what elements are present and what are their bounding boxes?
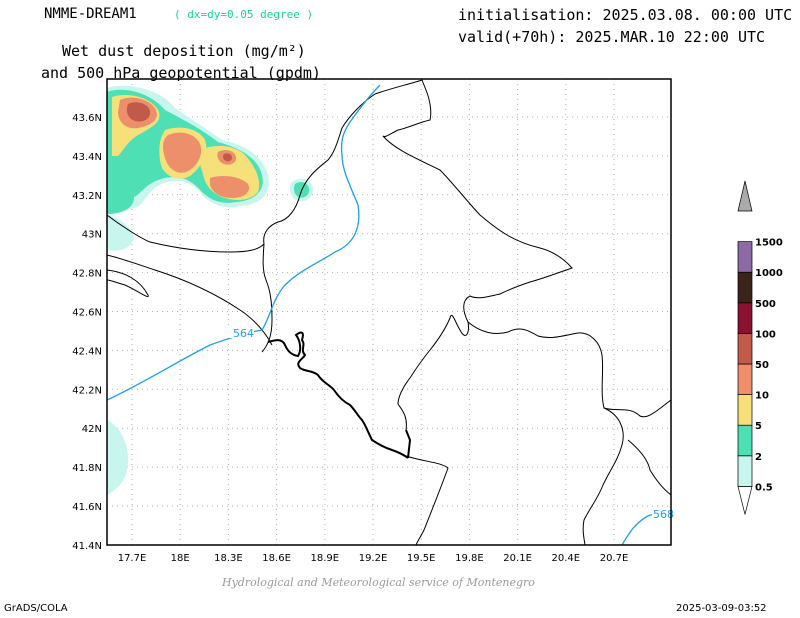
colorbar-swatch [737,394,753,426]
lon-tick-label: 20.4E [552,553,581,564]
lat-tick-label: 43N [82,230,102,241]
colorbar-level-label: 100 [755,329,776,340]
lat-tick-label: 43.6N [72,113,102,124]
lat-tick-label: 43.4N [72,152,102,163]
colorbar-level-label: 0.5 [755,482,773,493]
colorbar-level-label: 50 [755,360,769,371]
lon-tick-label: 18E [171,553,190,564]
init-time: initialisation: 2025.03.08. 00:00 UTC [458,6,793,24]
colorbar-swatch [737,271,753,304]
lon-tick-label: 17.7E [118,553,147,564]
colorbar-upper-arrow [737,180,753,212]
resolution-label: ( dx=dy=0.05 degree ) [174,8,314,21]
lat-tick-label: 43.2N [72,191,102,202]
valid-time: valid(+70h): 2025.MAR.10 22:00 UTC [458,28,766,46]
dust-deposition-field [107,85,314,495]
colorbar-level-label: 10 [755,391,769,402]
lat-tick-label: 42.8N [72,269,102,280]
colorbar-level-label: 2 [755,452,762,463]
coastline [267,331,409,459]
lat-tick-label: 42N [82,424,102,435]
colorbar-level-label: 5 [755,421,762,432]
lon-tick-label: 20.1E [503,553,532,564]
lat-tick-label: 42.6N [72,308,102,319]
credit-text: Hydrological and Meteorological service … [222,576,535,589]
lat-tick-label: 41.6N [72,502,102,513]
country-borders [107,79,671,545]
lon-tick-label: 20.7E [600,553,629,564]
map-title-line2: and 500 hPa geopotential (gpdm) [41,64,321,82]
colorbar-swatch [737,424,753,457]
colorbar: 0.5 2 5 10 50 100 500 1000 1500 [737,180,783,515]
lon-tick-label: 19.5E [407,553,436,564]
lon-tick-label: 18.3E [214,553,243,564]
render-timestamp: 2025-03-09-03:52 [676,603,767,614]
colorbar-lower-arrow [737,486,753,515]
lat-tick-label: 42.4N [72,346,102,357]
lat-tick-label: 42.2N [72,385,102,396]
colorbar-level-label: 1500 [755,238,783,249]
colorbar-level-label: 1000 [755,268,783,279]
colorbar-swatch [737,241,753,273]
lat-tick-label: 41.4N [72,541,102,552]
software-label: GrADS/COLA [4,603,68,614]
longitude-labels: 17.7E 18E 18.3E 18.6E 18.9E 19.2E 19.5E 19.8E 20… [118,553,629,564]
colorbar-swatch [737,363,753,395]
lon-tick-label: 19.8E [455,553,484,564]
colorbar-swatch [737,455,753,487]
colorbar-level-label: 500 [755,299,776,310]
grid-lines [107,79,671,545]
lat-tick-label: 41.8N [72,463,102,474]
lon-tick-label: 18.9E [311,553,340,564]
lon-tick-label: 18.6E [262,553,291,564]
map-frame [106,78,672,546]
model-name: NMME-DREAM1 [44,6,137,22]
colorbar-swatch [737,333,753,365]
geopotential-contours [107,84,671,545]
contour-label-568: 568 [653,508,674,521]
latitude-labels: 43.6N 43.4N 43.2N 43N 42.8N 42.6N 42.4N 42.2N 42… [72,113,102,552]
colorbar-swatch [737,302,753,334]
map-title-line1: Wet dust deposition (mg/m²) [62,42,306,60]
lon-tick-label: 19.2E [359,553,388,564]
contour-label-564: 564 [233,327,254,340]
